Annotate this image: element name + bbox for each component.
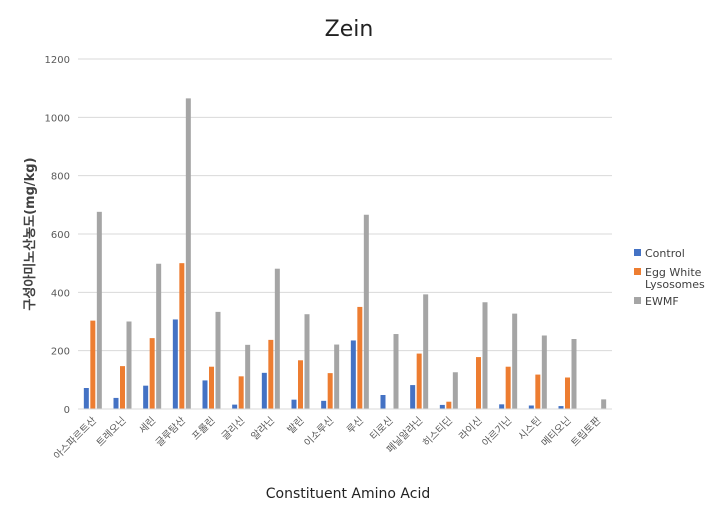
legend-label: Control xyxy=(645,247,685,260)
bar-ewmf xyxy=(304,314,310,409)
y-tick-label: 1000 xyxy=(45,113,70,124)
bar-control xyxy=(499,404,505,409)
bar-ewmf xyxy=(393,334,399,409)
category-label: 트립토판 xyxy=(568,414,603,449)
x-axis-title: Constituent Amino Acid xyxy=(266,486,430,502)
bar-egg-white-lysosomes xyxy=(327,373,333,409)
bar-ewmf xyxy=(363,214,369,409)
bar-control xyxy=(558,406,564,409)
y-tick-label: 800 xyxy=(51,172,70,183)
chart-title: Zein xyxy=(325,17,374,42)
bar-egg-white-lysosomes xyxy=(209,366,214,409)
bars xyxy=(83,98,607,409)
bar-ewmf xyxy=(571,339,577,409)
bar-egg-white-lysosomes xyxy=(268,339,274,409)
legend-label: EWMF xyxy=(645,295,679,308)
bar-control xyxy=(232,404,238,409)
bar-control xyxy=(350,340,356,409)
bar-egg-white-lysosomes xyxy=(298,360,303,409)
bar-control xyxy=(113,397,119,409)
bar-ewmf xyxy=(334,344,340,409)
bar-control xyxy=(528,405,534,409)
bar-ewmf xyxy=(482,302,488,409)
category-label: 트레오닌 xyxy=(94,415,129,450)
category-label: 알라닌 xyxy=(249,415,277,443)
bar-egg-white-lysosomes xyxy=(476,357,481,409)
y-tick-label: 200 xyxy=(51,347,70,358)
legend-swatch xyxy=(634,249,641,256)
bar-egg-white-lysosomes xyxy=(179,263,185,409)
category-label: 아르기닌 xyxy=(480,415,515,450)
category-label: 글루탐산 xyxy=(153,415,188,450)
bar-ewmf xyxy=(512,313,518,409)
bar-ewmf xyxy=(126,321,132,409)
legend-swatch xyxy=(634,297,641,304)
bar-ewmf xyxy=(185,98,191,409)
legend: Control Egg White Lysosomes EWMF xyxy=(634,247,705,308)
bar-egg-white-lysosomes xyxy=(535,374,541,409)
y-tick-label: 600 xyxy=(51,230,70,241)
y-axis-ticks: 0 200 400 600 800 1000 1200 xyxy=(45,55,70,416)
bar-control xyxy=(380,395,386,409)
category-label: 시스틴 xyxy=(516,415,544,443)
bar-control xyxy=(143,385,149,409)
category-label: 메티오닌 xyxy=(539,415,574,450)
category-label: 세린 xyxy=(137,415,159,437)
bar-ewmf xyxy=(601,399,607,409)
bar-ewmf xyxy=(156,263,162,409)
bar-control xyxy=(261,372,267,409)
y-axis-title: 구성아미노산농도(mg/kg) xyxy=(22,157,38,310)
category-label: 히스티딘 xyxy=(420,415,455,450)
category-label: 티로신 xyxy=(368,415,396,443)
bar-ewmf xyxy=(452,372,458,409)
legend-label: Egg White Lysosomes xyxy=(645,266,705,291)
gridlines xyxy=(78,58,612,352)
bar-ewmf xyxy=(541,335,547,409)
category-label: 이소루신 xyxy=(302,415,337,450)
bar-ewmf xyxy=(245,344,251,409)
bar-control xyxy=(410,385,416,409)
bar-egg-white-lysosomes xyxy=(565,377,570,409)
bar-control xyxy=(202,380,208,409)
bar-egg-white-lysosomes xyxy=(505,366,511,409)
bar-egg-white-lysosomes xyxy=(416,353,422,409)
bar-egg-white-lysosomes xyxy=(120,366,125,409)
bar-egg-white-lysosomes xyxy=(446,401,452,409)
category-label: 라이신 xyxy=(457,415,485,443)
legend-swatch xyxy=(634,268,641,275)
bar-control xyxy=(172,319,178,409)
bar-egg-white-lysosomes xyxy=(90,320,96,409)
bar-ewmf xyxy=(215,311,221,409)
bar-egg-white-lysosomes xyxy=(357,306,363,409)
category-label: 아스파르트산 xyxy=(51,415,99,463)
bar-ewmf xyxy=(96,211,102,409)
bar-egg-white-lysosomes xyxy=(238,376,244,409)
y-tick-label: 400 xyxy=(51,288,70,299)
bar-control xyxy=(439,404,445,409)
bar-control xyxy=(321,400,327,409)
category-label: 글리신 xyxy=(219,415,247,443)
y-tick-label: 1200 xyxy=(45,55,70,66)
y-tick-label: 0 xyxy=(64,405,70,416)
category-label: 루신 xyxy=(344,415,366,437)
bar-egg-white-lysosomes xyxy=(149,338,155,409)
category-label: 발린 xyxy=(285,415,307,437)
category-label: 프롤린 xyxy=(190,415,218,443)
bar-control xyxy=(291,399,297,409)
bar-ewmf xyxy=(423,294,429,409)
bar-control xyxy=(83,388,89,409)
bar-ewmf xyxy=(274,268,280,409)
